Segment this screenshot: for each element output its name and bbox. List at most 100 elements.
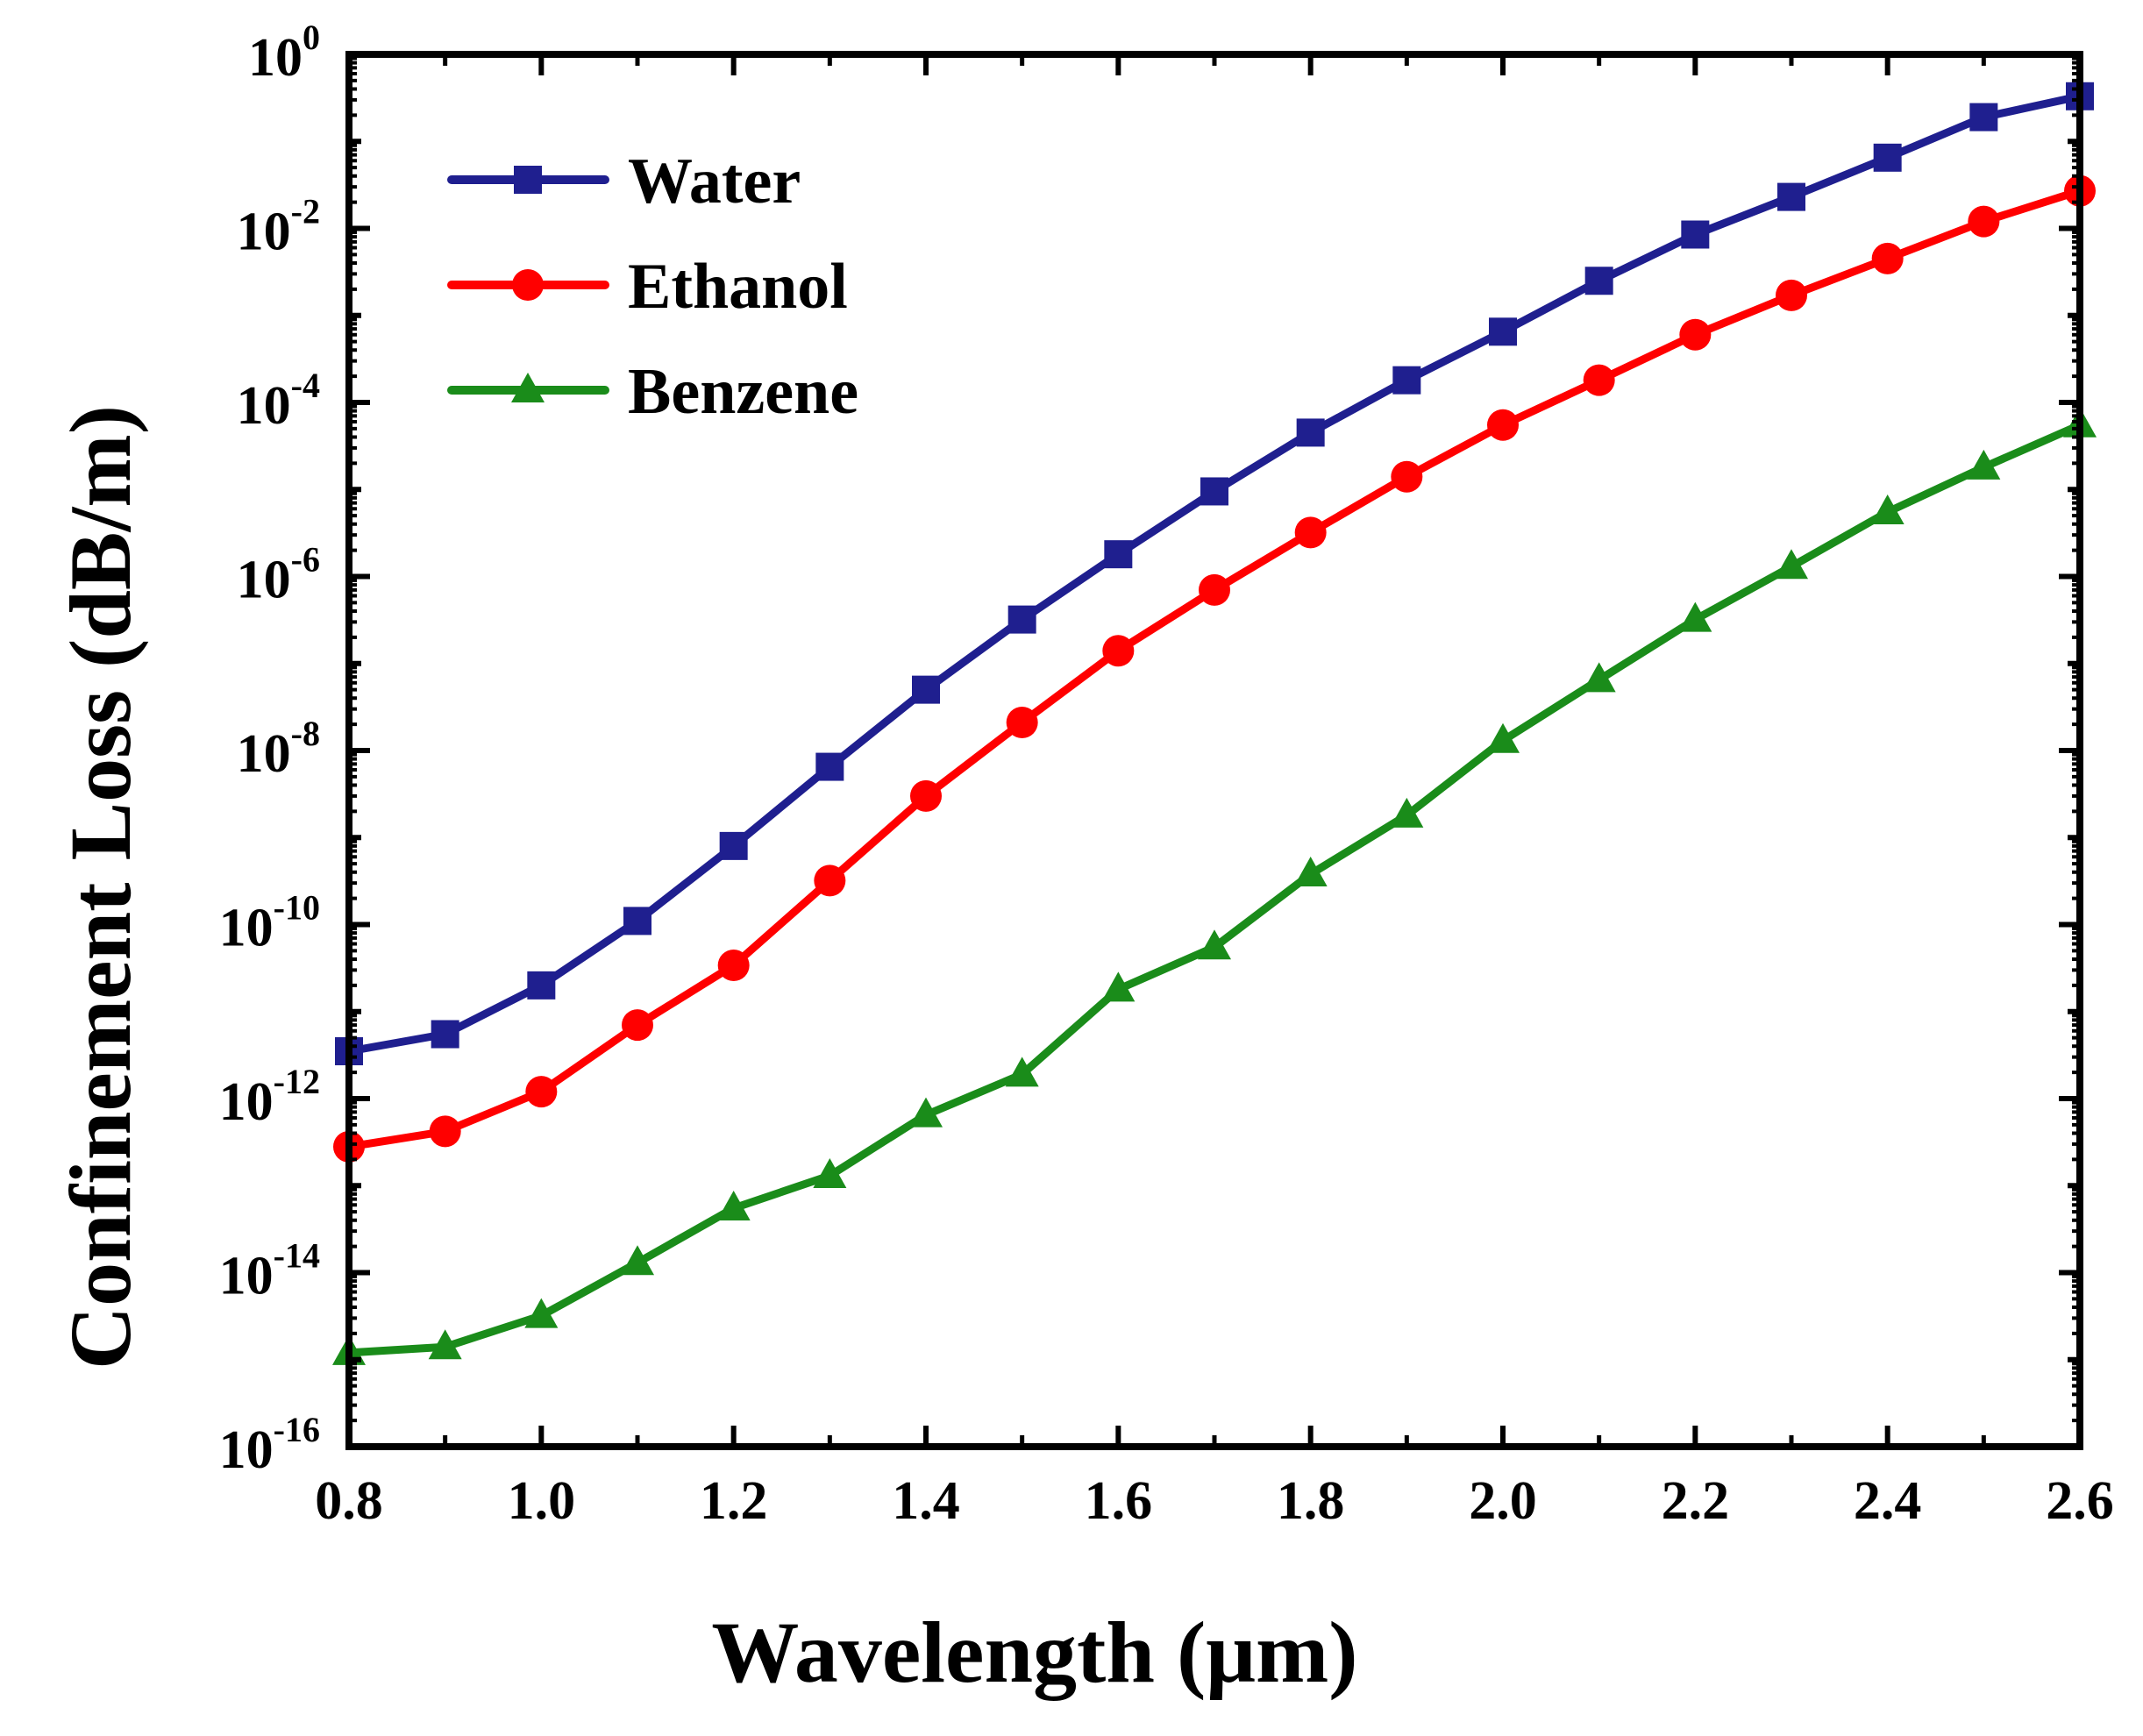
series-markers-water xyxy=(335,82,2094,1066)
x-tick-label: 2.6 xyxy=(2046,1471,2114,1531)
x-tick-label: 1.8 xyxy=(1277,1471,1345,1531)
data-point xyxy=(716,1191,751,1221)
y-tick-label: 10-4 xyxy=(237,366,320,436)
y-tick-base: 10 xyxy=(219,1420,274,1480)
data-point xyxy=(912,675,940,704)
data-point xyxy=(1681,220,1710,249)
data-point xyxy=(621,1245,654,1276)
y-tick-base: 10 xyxy=(237,551,291,610)
data-point xyxy=(1582,662,1616,693)
legend-item-benzene: Benzene xyxy=(447,356,858,428)
y-tick-exponent: -6 xyxy=(291,540,320,580)
legend-label: Water xyxy=(628,146,801,217)
y-tick-label: 10-16 xyxy=(219,1410,320,1480)
data-point xyxy=(1775,549,1808,580)
y-axis-title: Confinement Loss (dB/m) xyxy=(52,405,149,1370)
y-tick-label: 10-10 xyxy=(219,888,320,958)
plot-frame xyxy=(345,51,2083,1450)
x-axis-title: Wavelength (μm) xyxy=(711,1604,1357,1701)
y-tick-label: 10-6 xyxy=(237,540,320,610)
data-point xyxy=(1489,317,1517,346)
x-axis-ticks: 0.8 1.0 1.2 1.4 1.6 1.8 2.0 2.2 2.4 2.6 xyxy=(315,54,2114,1531)
data-point xyxy=(1199,573,1230,606)
data-point xyxy=(815,752,844,781)
y-tick-base: 10 xyxy=(219,1247,274,1306)
y-tick-label: 10-8 xyxy=(237,714,320,784)
data-point xyxy=(1392,366,1421,395)
y-tick-label: 10-12 xyxy=(219,1062,320,1132)
data-point xyxy=(1584,267,1613,295)
data-point xyxy=(1776,279,1807,311)
y-tick-label: 10-2 xyxy=(237,192,320,262)
y-tick-base: 10 xyxy=(237,724,291,784)
data-point xyxy=(429,1115,461,1148)
legend: Water Ethanol Benzene xyxy=(447,146,858,428)
data-point xyxy=(431,1020,459,1049)
data-point xyxy=(1198,929,1231,960)
x-tick-label: 2.4 xyxy=(1854,1471,1922,1531)
data-point xyxy=(1871,242,1904,274)
y-tick-base: 10 xyxy=(219,899,274,958)
x-tick-label: 0.8 xyxy=(315,1471,383,1531)
data-point xyxy=(1967,449,2001,480)
data-point xyxy=(524,1298,559,1328)
y-tick-base: 10 xyxy=(219,1072,274,1132)
series-line-benzene xyxy=(345,421,2084,1357)
legend-marker xyxy=(512,269,544,301)
data-point xyxy=(1200,477,1228,506)
x-tick-label: 2.2 xyxy=(1662,1471,1730,1531)
series-line-ethanol xyxy=(345,187,2084,1151)
y-tick-exponent: -4 xyxy=(291,366,320,405)
data-point xyxy=(1486,722,1520,753)
legend-label: Benzene xyxy=(628,356,858,428)
y-tick-exponent: -14 xyxy=(274,1236,320,1276)
y-tick-label: 100 xyxy=(248,18,320,88)
data-point xyxy=(814,864,846,897)
legend-marker xyxy=(514,166,542,194)
data-point xyxy=(1487,409,1519,441)
y-tick-exponent: -16 xyxy=(274,1410,320,1449)
data-point xyxy=(1296,418,1325,447)
data-point xyxy=(1007,605,1036,634)
data-point xyxy=(1968,205,2000,238)
data-point xyxy=(719,831,748,860)
data-point xyxy=(1294,516,1327,549)
y-tick-exponent: -12 xyxy=(274,1062,320,1101)
series-markers-benzene xyxy=(332,407,2097,1365)
data-point xyxy=(1005,1057,1039,1087)
series-line-water xyxy=(345,92,2084,1056)
data-point xyxy=(527,971,556,1000)
data-point xyxy=(1583,364,1615,396)
y-tick-base: 10 xyxy=(237,376,291,436)
data-point xyxy=(1873,143,1902,172)
legend-item-ethanol: Ethanol xyxy=(447,251,848,323)
y-tick-label: 10-14 xyxy=(219,1236,320,1306)
x-tick-label: 1.2 xyxy=(700,1471,768,1531)
data-point xyxy=(1006,707,1038,739)
data-point xyxy=(1104,540,1133,569)
x-tick-label: 2.0 xyxy=(1469,1471,1537,1531)
data-point xyxy=(813,1157,847,1188)
series-markers-ethanol xyxy=(333,174,2096,1163)
legend-marker xyxy=(511,373,545,402)
data-point xyxy=(1102,635,1135,667)
data-point xyxy=(1777,182,1805,211)
data-point xyxy=(1870,494,1904,525)
data-point xyxy=(1101,971,1136,1002)
x-tick-label: 1.0 xyxy=(508,1471,576,1531)
data-point xyxy=(1969,103,1998,132)
data-point xyxy=(717,950,750,982)
data-point xyxy=(1390,797,1424,828)
data-point xyxy=(910,779,942,812)
y-tick-exponent: -8 xyxy=(291,714,320,753)
data-point xyxy=(525,1076,558,1108)
data-point xyxy=(1391,460,1423,493)
y-tick-base: 10 xyxy=(248,28,303,88)
y-tick-exponent: -10 xyxy=(274,888,320,928)
data-point xyxy=(1293,856,1328,886)
y-tick-exponent: 0 xyxy=(303,18,320,57)
y-tick-base: 10 xyxy=(237,203,291,262)
